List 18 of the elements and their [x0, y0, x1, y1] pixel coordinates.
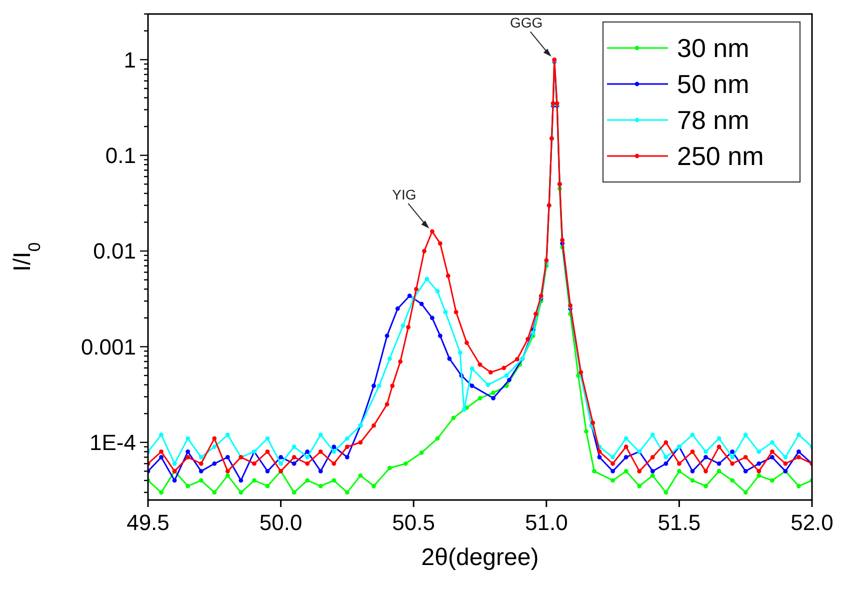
x-tick-label: 50.5: [392, 510, 436, 535]
x-axis-title: 2θ(degree): [421, 544, 539, 571]
y-tick-label: 1: [124, 47, 136, 72]
y-tick-label: 0.001: [80, 334, 136, 360]
y-tick-label: 0.01: [93, 238, 136, 264]
x-tick-label: 52.0: [790, 510, 834, 535]
annotation: GGG: [510, 14, 543, 31]
x-tick-label: 50.0: [259, 510, 302, 535]
legend-label: 50 nm: [677, 69, 750, 100]
x-tick-label: 49.5: [126, 510, 170, 535]
y-tick-label: 0.1: [105, 143, 136, 168]
y-tick-label: 1E-4: [90, 430, 136, 456]
legend-label: 250 nm: [677, 141, 764, 172]
annotation: YIG: [392, 186, 416, 202]
x-tick-label: 51.5: [658, 510, 701, 535]
legend-label: 78 nm: [677, 105, 750, 136]
x-tick-label: 51.0: [524, 510, 568, 535]
legend-label: 30 nm: [677, 33, 750, 64]
